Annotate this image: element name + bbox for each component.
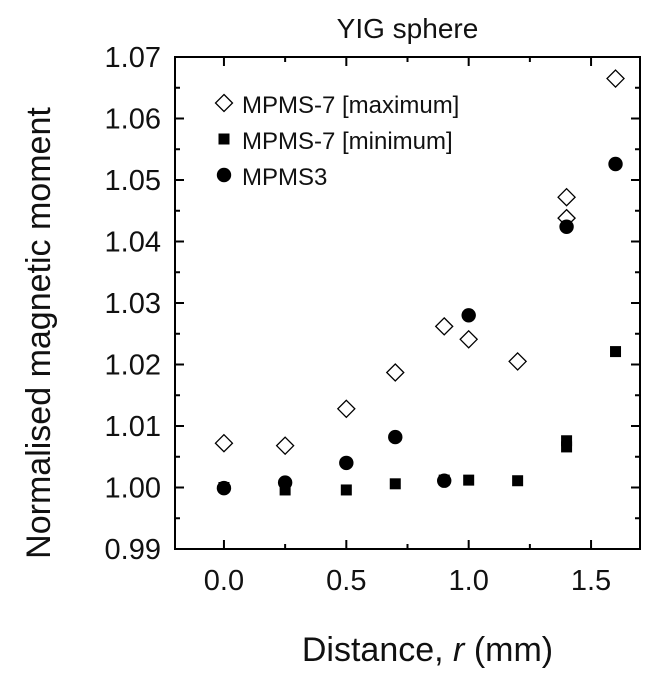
data-point [434, 316, 454, 336]
data-point [561, 441, 573, 453]
data-point [388, 429, 403, 445]
data-point [608, 156, 623, 172]
data-point [385, 363, 405, 382]
legend: MPMS-7 [maximum] MPMS-7 [minimum] MPMS3 [214, 92, 459, 191]
legend-label: MPMS3 [242, 164, 327, 191]
data-point [279, 484, 291, 496]
x-tick-label: 1.5 [571, 565, 611, 597]
y-tick-label: 1.03 [105, 288, 161, 320]
data-point [339, 455, 354, 471]
legend-marker [216, 167, 232, 183]
legend-label: MPMS-7 [minimum] [242, 128, 453, 155]
y-tick-label: 1.00 [105, 473, 161, 505]
x-axis-title: Distance, r (mm) [302, 631, 553, 669]
y-axis-ticks: 0.99 1.00 1.01 1.02 1.03 1.04 1.05 1.06 1.07 [105, 42, 640, 566]
x-axis-title-suffix: (mm) [464, 631, 553, 669]
legend-marker [214, 93, 234, 113]
y-tick-label: 1.05 [105, 165, 161, 197]
chart-title: YIG sphere [337, 13, 479, 44]
y-tick-label: 1.07 [105, 42, 161, 74]
data-point [561, 435, 573, 447]
data-point [277, 475, 293, 490]
y-tick-label: 1.06 [105, 104, 161, 136]
data-point [461, 308, 476, 323]
x-axis-ticks: 0.0 0.5 1.0 1.5 [204, 57, 611, 597]
data-point [557, 187, 576, 207]
x-tick-label: 0.5 [326, 565, 366, 597]
data-point [508, 352, 528, 371]
x-tick-label: 0.0 [204, 565, 244, 597]
x-axis-title-variable: r [453, 631, 466, 669]
data-point [340, 484, 352, 496]
data-point [463, 474, 475, 486]
x-axis-title-prefix: Distance, [302, 631, 453, 669]
y-tick-label: 1.01 [105, 411, 161, 443]
y-tick-label: 1.02 [105, 350, 161, 382]
series-2 [218, 346, 622, 496]
data-point [214, 433, 234, 453]
series-3 [216, 156, 623, 496]
x-tick-label: 1.0 [449, 565, 489, 597]
data-point [275, 436, 295, 456]
y-tick-label: 1.04 [105, 227, 161, 259]
data-point [559, 219, 574, 234]
data-point [216, 480, 232, 496]
data-points [214, 69, 625, 496]
data-point [606, 69, 625, 88]
data-point [512, 475, 524, 487]
data-point [459, 329, 479, 349]
data-point [610, 346, 622, 358]
legend-marker [218, 133, 230, 145]
y-tick-label: 0.99 [105, 534, 161, 566]
data-point [437, 473, 452, 488]
data-point [336, 399, 356, 419]
data-point [389, 478, 401, 490]
legend-label: MPMS-7 [maximum] [242, 92, 459, 119]
y-axis-title: Normalised magnetic moment [20, 107, 58, 559]
